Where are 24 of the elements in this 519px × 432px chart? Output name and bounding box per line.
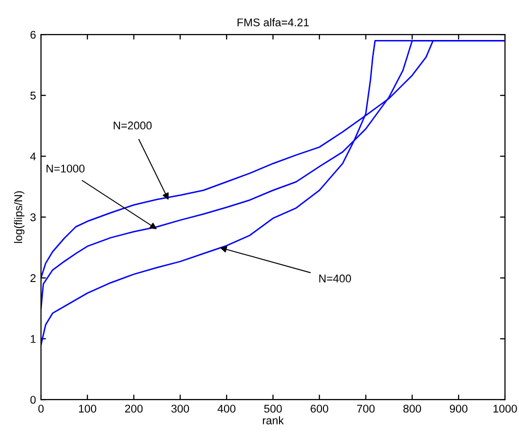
y-tick-label: 2: [30, 274, 36, 282]
y-tick-label: 3: [30, 213, 36, 222]
y-tick-label: 1: [30, 335, 36, 343]
x-tick-label: 600: [310, 404, 328, 413]
x-tick-label: 300: [171, 404, 190, 413]
y-axis-title: log(flips/N): [14, 191, 24, 243]
x-tick-label: 500: [264, 404, 282, 413]
x-tick-label: 700: [357, 404, 375, 413]
x-tick-label: 100: [78, 404, 96, 413]
y-tick-label: 6: [30, 30, 36, 39]
annotation: N=2000: [114, 122, 152, 130]
x-tick-label: 200: [125, 404, 143, 413]
y-tick-label: 4: [30, 152, 36, 160]
chart-title: FMS alfa=4.21: [238, 18, 309, 26]
x-tick-label: 400: [218, 404, 236, 413]
x-tick-label: 1000: [493, 404, 517, 413]
x-axis-title: rank: [262, 416, 284, 424]
y-tick-label: 5: [30, 92, 36, 100]
x-tick-label: 800: [403, 404, 422, 413]
x-tick-label: 900: [450, 404, 468, 413]
x-tick-label: 0: [38, 404, 44, 413]
annotation: N=1000: [46, 164, 85, 173]
annotation: N=400: [319, 274, 352, 282]
y-tick-label: 0: [30, 396, 36, 404]
